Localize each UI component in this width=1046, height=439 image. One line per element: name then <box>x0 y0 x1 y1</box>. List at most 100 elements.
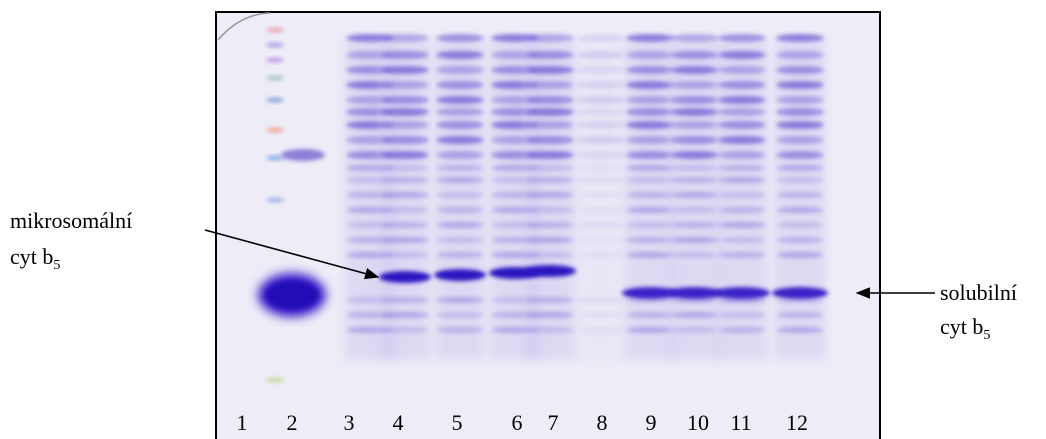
smear-band <box>671 96 719 104</box>
smear-band <box>626 297 674 303</box>
marker-band <box>266 27 284 33</box>
smear-band <box>436 165 484 171</box>
smear <box>525 40 575 360</box>
smear-band <box>626 192 674 198</box>
smear-band <box>671 66 719 74</box>
smear-band <box>526 81 574 89</box>
smear-band <box>436 136 484 144</box>
smear-band <box>626 237 674 243</box>
smear-band <box>776 222 824 228</box>
marker-band <box>266 197 284 203</box>
smear-band <box>577 177 625 183</box>
smear-band <box>436 207 484 213</box>
band <box>266 281 318 309</box>
smear-band <box>718 121 766 129</box>
smear-band <box>626 66 674 74</box>
band <box>714 287 770 299</box>
smear-band <box>381 207 429 213</box>
marker-band <box>266 97 284 103</box>
smear-band <box>436 297 484 303</box>
smear-band <box>526 136 574 144</box>
smear-band <box>436 51 484 59</box>
smear-band <box>718 237 766 243</box>
smear-band <box>626 252 674 258</box>
smear-band <box>626 165 674 171</box>
smear-band <box>577 252 625 258</box>
lane-label: 6 <box>512 410 523 435</box>
smear-band <box>436 81 484 89</box>
smear-band <box>526 96 574 104</box>
smear-band <box>671 165 719 171</box>
smear-band <box>577 297 625 303</box>
smear-band <box>577 312 625 318</box>
smear-band <box>671 327 719 333</box>
smear-band <box>577 66 625 74</box>
smear-band <box>776 66 824 74</box>
smear-band <box>577 81 625 89</box>
smear <box>435 40 485 360</box>
smear-band <box>671 121 719 129</box>
smear-band <box>626 151 674 159</box>
lane-label: 1 <box>237 410 248 435</box>
smear-band <box>718 136 766 144</box>
smear-band <box>577 192 625 198</box>
smear-band <box>526 66 574 74</box>
smear-band <box>718 108 766 116</box>
smear-band <box>671 207 719 213</box>
smear-band <box>577 151 625 159</box>
smear-band <box>626 327 674 333</box>
lane-label: 4 <box>393 410 404 435</box>
smear <box>380 40 430 360</box>
smear-band <box>776 136 824 144</box>
smear-band <box>671 108 719 116</box>
smear <box>576 40 626 360</box>
smear-band <box>577 96 625 104</box>
smear-band <box>671 192 719 198</box>
smear-band <box>526 165 574 171</box>
smear <box>625 40 675 360</box>
smear-band <box>381 108 429 116</box>
smear-band <box>626 51 674 59</box>
lane-label: 7 <box>548 410 559 435</box>
smear-band <box>526 222 574 228</box>
smear <box>717 40 767 360</box>
smear-band <box>776 327 824 333</box>
smear-band <box>776 252 824 258</box>
smear-band <box>718 66 766 74</box>
smear-band <box>526 192 574 198</box>
band <box>772 287 828 299</box>
band <box>524 265 576 277</box>
smear-band <box>776 165 824 171</box>
annotation: solubilní <box>940 280 1017 305</box>
smear-band <box>577 207 625 213</box>
smear-band <box>626 96 674 104</box>
smear-band <box>526 297 574 303</box>
smear-band <box>436 237 484 243</box>
smear-band <box>776 312 824 318</box>
band <box>434 269 486 281</box>
band <box>379 271 431 283</box>
smear-band <box>718 312 766 318</box>
smear <box>775 40 825 360</box>
smear-band <box>776 237 824 243</box>
lane-label: 2 <box>287 410 298 435</box>
smear-band <box>577 222 625 228</box>
smear-band <box>526 51 574 59</box>
smear-band <box>776 96 824 104</box>
smear-band <box>671 177 719 183</box>
lane-label: 10 <box>687 410 709 435</box>
smear-band <box>776 108 824 116</box>
lane-label: 12 <box>786 410 808 435</box>
smear-band <box>526 207 574 213</box>
smear-band <box>526 327 574 333</box>
smear-band <box>626 312 674 318</box>
smear-band <box>381 177 429 183</box>
smear-band <box>671 297 719 303</box>
smear-band <box>381 327 429 333</box>
smear-band <box>436 192 484 198</box>
smear-band <box>577 237 625 243</box>
smear-band <box>381 222 429 228</box>
smear <box>670 40 720 360</box>
smear-band <box>718 207 766 213</box>
